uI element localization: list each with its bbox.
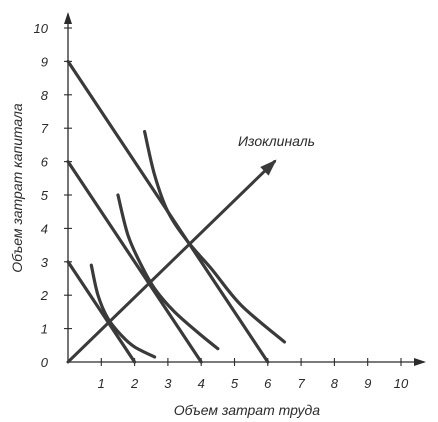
ticks: 0 1 2 3 4 5 6 7 8 9 10 1 2 3 4 5 6 7 8 9 10: [34, 21, 409, 391]
x-tick-label: 2: [130, 376, 139, 391]
y-tick-label: 5: [41, 188, 49, 203]
isoquant-curve: [142, 129, 287, 344]
x-tick-label: 3: [164, 376, 172, 391]
y-tick-label: 9: [41, 54, 48, 69]
x-tick-label: 9: [364, 376, 371, 391]
isocline-arrowhead: [260, 159, 277, 176]
y-tick-label: 7: [41, 121, 49, 136]
y-axis-arrow: [64, 12, 72, 24]
isoquant-curve: [116, 193, 220, 351]
isocline-label: Изоклиналь: [238, 133, 315, 149]
y-tick-label: 2: [40, 288, 49, 303]
x-axis-arrow: [414, 358, 426, 366]
x-tick-label: 7: [297, 376, 305, 391]
y-tick-label: 4: [41, 221, 48, 236]
y-tick-label: 3: [41, 255, 49, 270]
y-tick-label: 0: [41, 355, 49, 370]
y-tick-label: 8: [41, 88, 49, 103]
isocost-line: [66, 160, 203, 364]
curves: [66, 59, 287, 364]
axes: [64, 12, 426, 366]
isocline-ray: [66, 160, 276, 364]
x-tick-label: 1: [98, 376, 105, 391]
y-tick-label: 10: [34, 21, 49, 36]
isoquant-curve: [89, 263, 157, 359]
x-tick-label: 5: [231, 376, 239, 391]
y-tick-label: 1: [41, 322, 48, 337]
x-tick-label: 8: [331, 376, 339, 391]
x-axis-label: Объем затрат труда: [174, 402, 320, 418]
x-tick-label: 4: [198, 376, 205, 391]
x-tick-label: 6: [264, 376, 272, 391]
y-axis-label: Объем затрат капитала: [9, 103, 25, 273]
y-tick-label: 6: [41, 155, 49, 170]
isocost-line: [66, 260, 137, 364]
x-tick-label: 10: [394, 376, 409, 391]
